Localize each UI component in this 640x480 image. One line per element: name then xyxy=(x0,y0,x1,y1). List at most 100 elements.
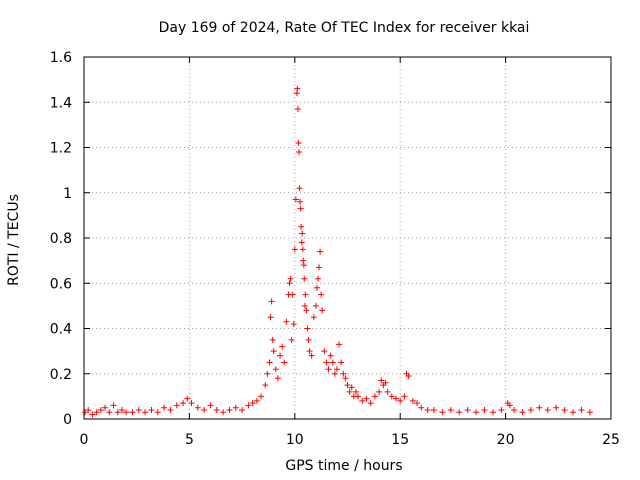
data-point xyxy=(184,395,191,402)
y-tick-label: 0.2 xyxy=(50,367,72,383)
data-point xyxy=(527,406,534,413)
x-tick-label: 25 xyxy=(602,432,620,448)
data-point xyxy=(97,406,104,413)
data-point xyxy=(272,366,279,373)
data-point xyxy=(348,384,355,391)
data-point xyxy=(288,336,295,343)
data-point xyxy=(553,404,560,411)
data-point xyxy=(384,388,391,395)
data-point xyxy=(310,314,317,321)
data-point xyxy=(319,307,326,314)
data-point xyxy=(300,257,307,264)
x-tick-label: 15 xyxy=(391,432,409,448)
data-point xyxy=(226,406,233,413)
x-tick-label: 0 xyxy=(80,432,89,448)
data-point xyxy=(142,409,149,416)
data-point xyxy=(294,106,301,113)
data-point xyxy=(317,248,324,255)
data-point xyxy=(93,409,100,416)
data-point xyxy=(220,409,227,416)
data-point xyxy=(344,382,351,389)
data-point xyxy=(327,352,334,359)
data-point xyxy=(253,397,260,404)
data-point xyxy=(106,409,113,416)
x-tick-label: 10 xyxy=(286,432,304,448)
data-point xyxy=(213,406,220,413)
data-point xyxy=(363,395,370,402)
data-point xyxy=(295,139,302,146)
data-point xyxy=(301,302,308,309)
data-point xyxy=(359,397,366,404)
data-point xyxy=(544,406,551,413)
y-tick-label: 1.2 xyxy=(50,141,72,157)
data-point xyxy=(292,196,299,203)
y-tick-label: 0.4 xyxy=(50,322,72,338)
data-point xyxy=(481,406,488,413)
data-point xyxy=(114,409,121,416)
data-point xyxy=(586,409,593,416)
y-tick-label: 1.4 xyxy=(50,95,72,111)
data-point xyxy=(323,359,330,366)
data-point xyxy=(405,373,412,380)
data-point xyxy=(148,406,155,413)
data-point xyxy=(388,393,395,400)
axis-ticks: 0 5 10 15 20 25 0 0.2 0.4 0.6 0.8 1 1.2 1.4 1.6 xyxy=(50,50,620,448)
data-point xyxy=(511,406,518,413)
data-point xyxy=(318,291,325,298)
data-point xyxy=(89,411,96,418)
data-point xyxy=(302,291,309,298)
data-point xyxy=(287,275,294,282)
data-point xyxy=(239,406,246,413)
data-point xyxy=(291,246,298,253)
data-point xyxy=(270,348,277,355)
data-point xyxy=(194,404,201,411)
data-point xyxy=(167,406,174,413)
y-tick-label: 1 xyxy=(63,186,72,202)
data-point xyxy=(173,402,180,409)
data-point xyxy=(161,404,168,411)
data-point xyxy=(303,307,310,314)
data-point xyxy=(321,348,328,355)
data-point xyxy=(333,366,340,373)
data-point xyxy=(269,336,276,343)
data-point xyxy=(329,359,336,366)
data-point xyxy=(397,397,404,404)
data-point xyxy=(378,377,385,384)
data-point xyxy=(456,409,463,416)
data-point xyxy=(382,379,389,386)
data-point xyxy=(325,366,332,373)
data-point xyxy=(392,395,399,402)
data-point xyxy=(570,409,577,416)
data-point xyxy=(342,375,349,382)
data-point xyxy=(312,302,319,309)
data-point xyxy=(439,409,446,416)
data-point xyxy=(296,149,303,156)
chart-title: Day 169 of 2024, Rate Of TEC Index for r… xyxy=(159,20,530,36)
data-point xyxy=(314,275,321,282)
data-point xyxy=(264,370,271,377)
x-tick-label: 20 xyxy=(497,432,515,448)
data-point xyxy=(313,284,320,291)
data-point xyxy=(118,406,125,413)
data-point xyxy=(401,393,408,400)
data-point xyxy=(277,352,284,359)
y-tick-label: 0.6 xyxy=(50,276,72,292)
data-point xyxy=(180,400,187,407)
data-point xyxy=(299,246,306,253)
data-point xyxy=(279,343,286,350)
data-point xyxy=(371,393,378,400)
y-tick-label: 0 xyxy=(63,412,72,428)
data-point xyxy=(297,198,304,205)
data-point xyxy=(336,341,343,348)
x-axis-label: GPS time / hours xyxy=(285,458,402,474)
data-point xyxy=(299,230,306,237)
data-point xyxy=(340,370,347,377)
data-point xyxy=(245,402,252,409)
data-point xyxy=(129,409,136,416)
data-point xyxy=(447,406,454,413)
data-point xyxy=(110,402,117,409)
data-point xyxy=(298,223,305,230)
data-point xyxy=(498,406,505,413)
data-point xyxy=(201,406,208,413)
